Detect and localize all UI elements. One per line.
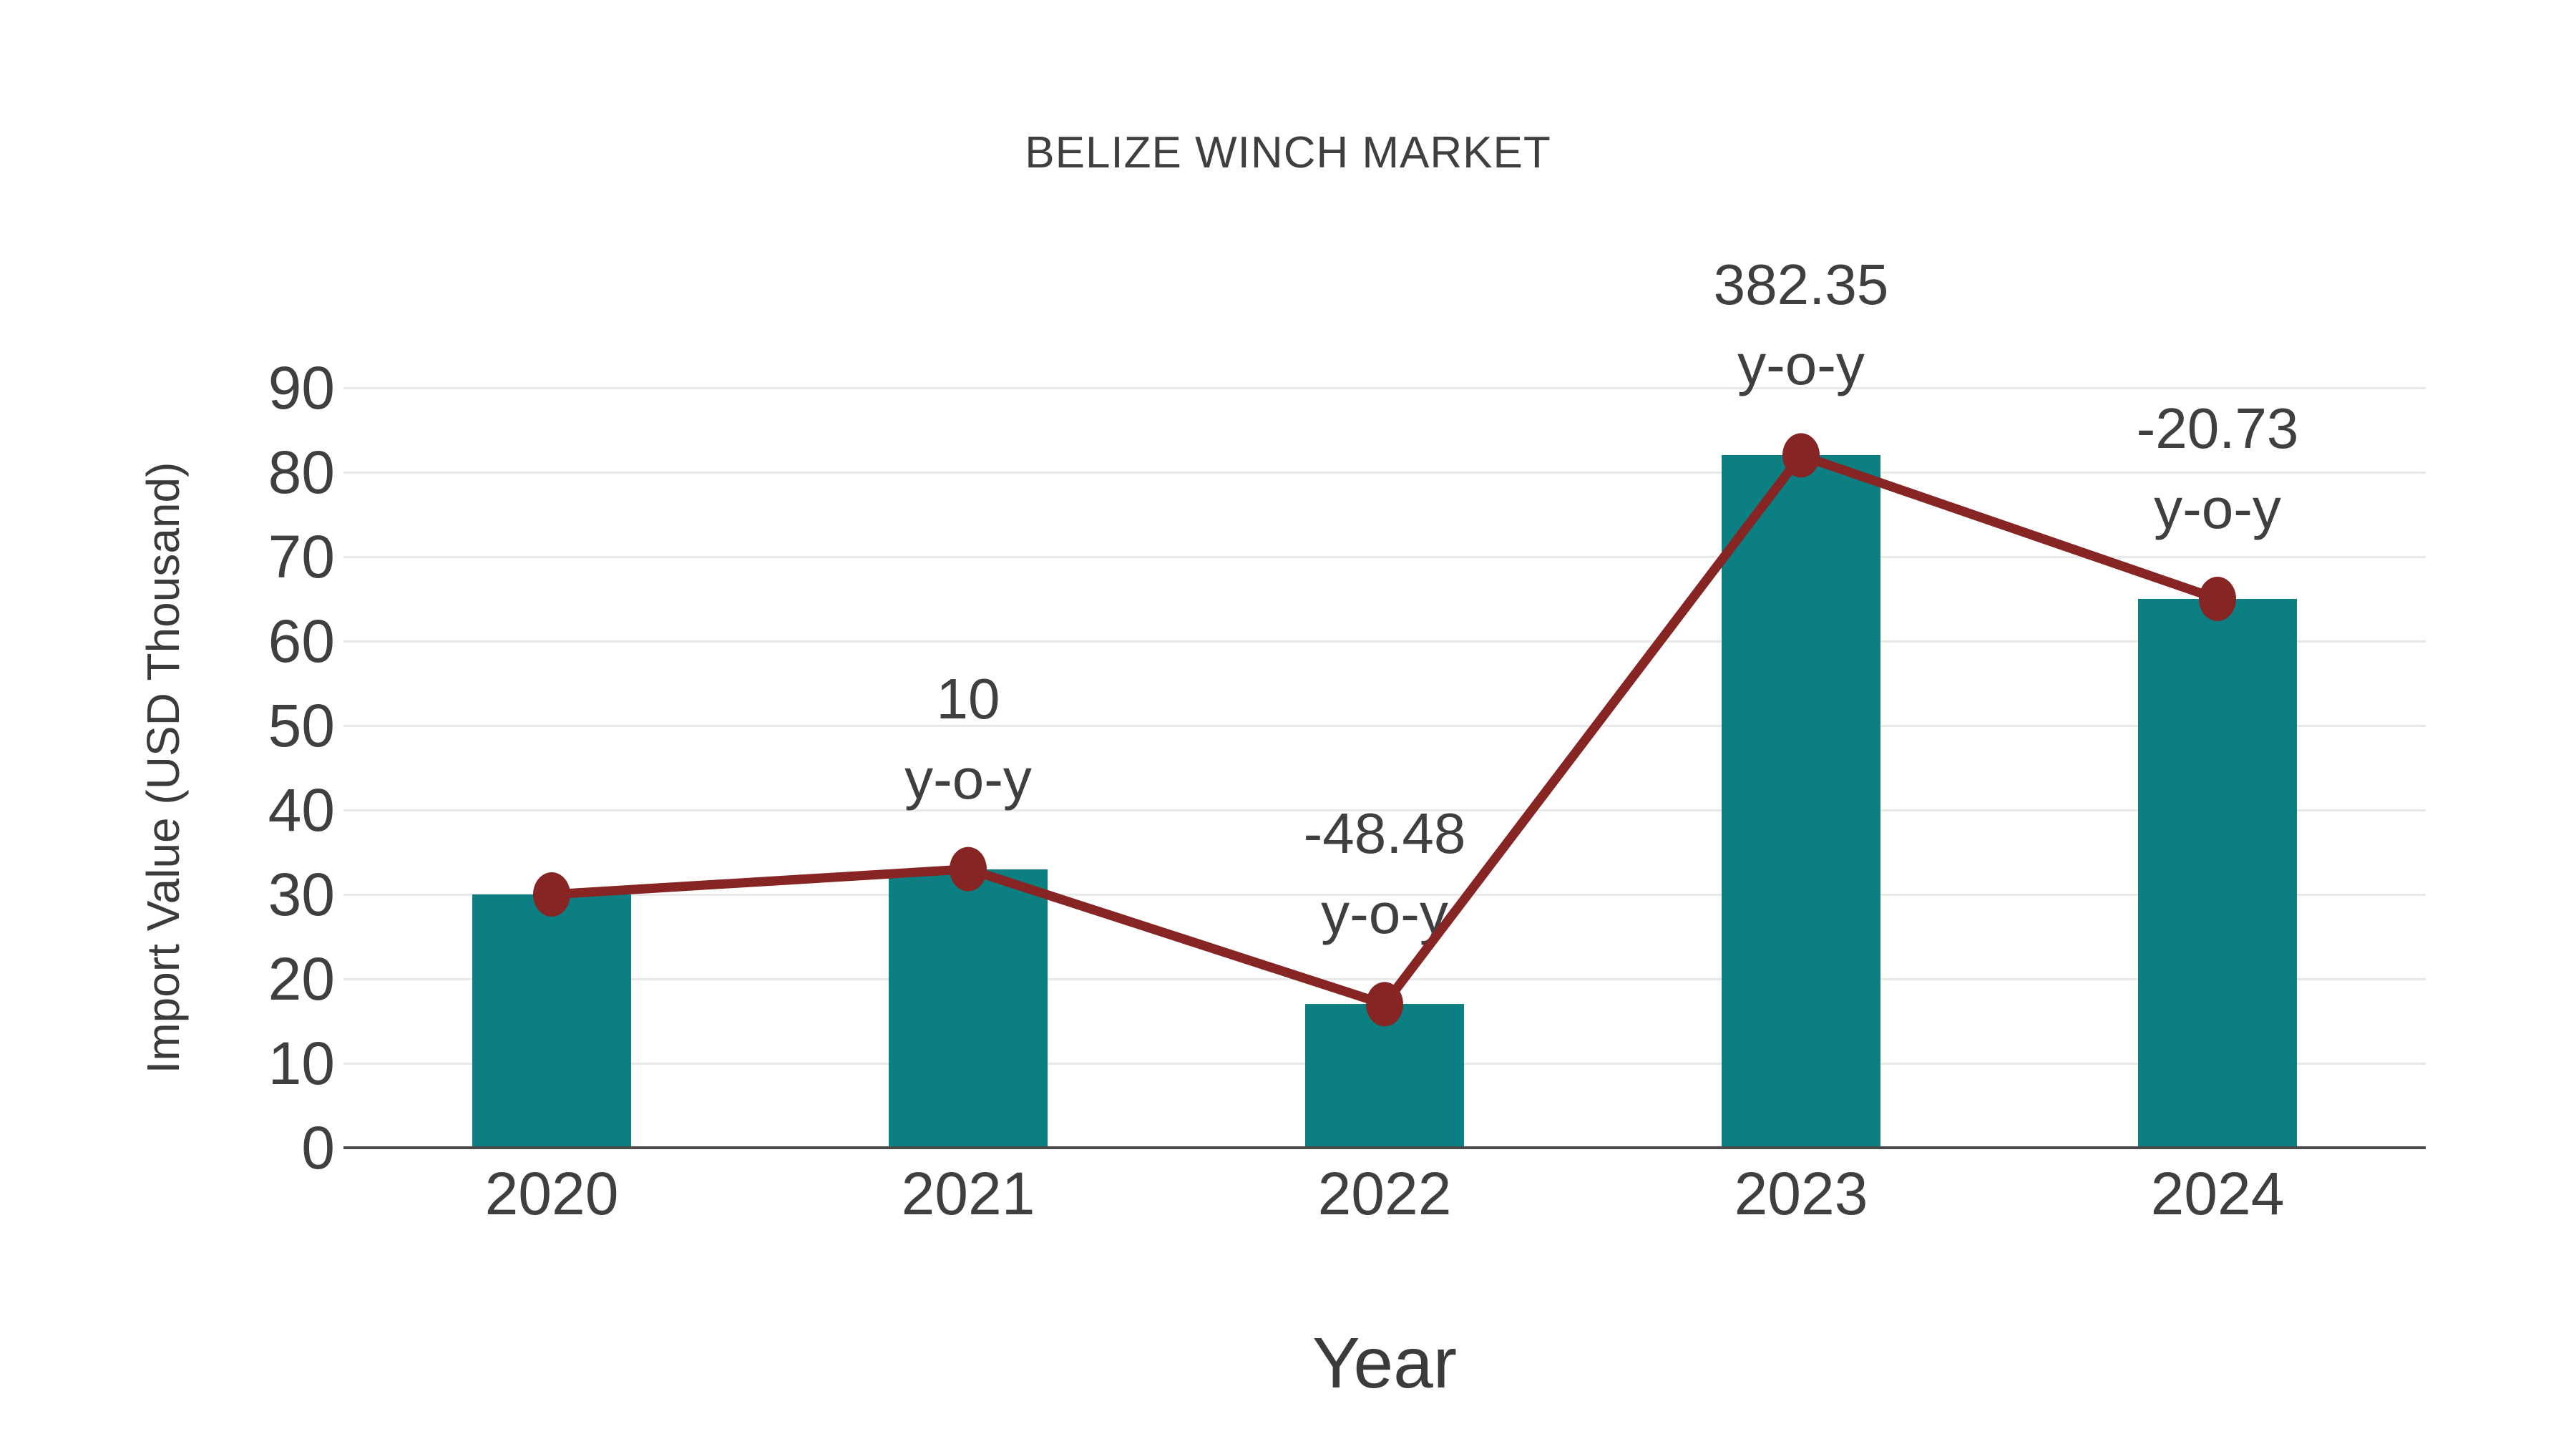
annotation-value-2022: -48.48 — [1303, 801, 1466, 866]
annotation-2023: 382.35 y-o-y — [1579, 245, 2023, 405]
bar-2023 — [1722, 455, 1880, 1148]
gridline-y-20 — [343, 977, 2426, 980]
gridline-y-70 — [343, 555, 2426, 558]
data-point-marker-2022 — [1366, 982, 1403, 1027]
chart-title: BELIZE WINCH MARKET — [1025, 128, 1551, 177]
y-tick-label-80: 80 — [268, 439, 335, 506]
annotation-value-2024: -20.73 — [2136, 396, 2299, 460]
annotation-value-2023: 382.35 — [1713, 253, 1889, 317]
y-tick-label-70: 70 — [268, 523, 335, 590]
x-tick-label-2021: 2021 — [901, 1160, 1035, 1227]
bar-2020 — [472, 894, 631, 1148]
annotation-suffix-2021: y-o-y — [904, 746, 1032, 811]
y-tick-label-30: 30 — [268, 861, 335, 928]
trend-line-layer — [533, 433, 2236, 1027]
y-tick-label-90: 90 — [268, 354, 335, 421]
x-tick-label-2020: 2020 — [484, 1160, 619, 1227]
x-axis-title: Year — [1312, 1323, 1458, 1403]
annotation-2022: -48.48 y-o-y — [1163, 794, 1606, 954]
y-tick-label-0: 0 — [301, 1114, 335, 1181]
data-point-marker-2023 — [1782, 433, 1820, 478]
bar-2024 — [2138, 599, 2297, 1148]
x-tick-label-2024: 2024 — [2150, 1160, 2285, 1227]
annotation-2021: 10 y-o-y — [746, 659, 1190, 819]
y-tick-label-50: 50 — [268, 692, 335, 759]
gridline-y-30 — [343, 893, 2426, 896]
data-point-marker-2020 — [533, 872, 570, 917]
gridline-y-60 — [343, 640, 2426, 643]
annotation-value-2021: 10 — [936, 666, 1000, 731]
gridline-y-50 — [343, 724, 2426, 727]
bar-2021 — [889, 869, 1048, 1148]
gridline-y-80 — [343, 471, 2426, 474]
annotation-2024: -20.73 y-o-y — [1996, 389, 2439, 549]
y-tick-label-40: 40 — [268, 776, 335, 844]
x-tick-label-2022: 2022 — [1317, 1160, 1452, 1227]
data-point-marker-2024 — [2199, 577, 2236, 621]
y-tick-label-60: 60 — [268, 608, 335, 675]
bar-2022 — [1305, 1004, 1464, 1148]
x-tick-label-2023: 2023 — [1734, 1160, 1868, 1227]
annotation-suffix-2022: y-o-y — [1321, 882, 1448, 946]
annotation-suffix-2024: y-o-y — [2154, 477, 2281, 540]
gridline-y-40 — [343, 809, 2426, 811]
annotation-suffix-2023: y-o-y — [1737, 333, 1865, 397]
y-tick-label-10: 10 — [268, 1030, 335, 1097]
x-axis-line — [343, 1146, 2426, 1149]
gridline-y-90 — [343, 386, 2426, 389]
trend-line — [551, 449, 2220, 1010]
data-point-marker-2021 — [950, 847, 987, 892]
y-tick-label-20: 20 — [268, 945, 335, 1013]
